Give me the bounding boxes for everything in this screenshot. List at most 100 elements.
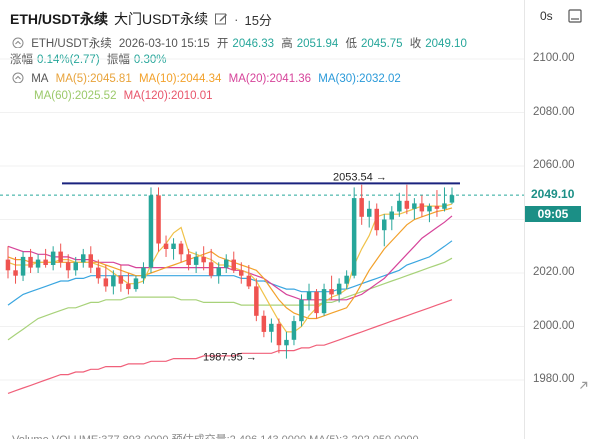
symbol-title[interactable]: ETH/USDT永续 [10,11,108,27]
candle-body [382,219,387,231]
candle-body [186,254,191,265]
candle-body [65,262,71,271]
candle-body [389,211,394,220]
candle-body [224,259,229,268]
candle-body [58,251,63,263]
low-value: 2045.75 [360,38,403,50]
candle-body [50,251,56,265]
candle-body [96,267,101,279]
low-label: 低 [345,38,357,50]
ma20-value: MA(20):2041.36 [228,73,312,85]
ohlc-datetime: 2026-03-10 15:15 [118,38,210,50]
candle-body [449,195,455,203]
change-label: 涨幅 [10,54,33,66]
candle-body [141,267,146,279]
ma30-line [7,240,453,306]
high-value: 2051.94 [296,38,339,50]
candle-body [163,243,169,249]
candle-body [148,195,154,268]
candle-body [171,243,176,249]
separator-dot: · [234,11,239,27]
candle-body [299,299,304,322]
candle-body [321,289,327,314]
candle-body [434,206,440,209]
candle-body [118,275,124,284]
price-tick-label: 2020.00 [533,266,575,278]
change-row: 涨幅 0.14%(2.77) 振幅 0.30% [10,51,170,67]
candle-body [111,275,116,287]
ma-row-2: MA(60):2025.52 MA(120):2010.01 [34,90,217,102]
interval-selector[interactable]: 15分 [244,12,272,28]
candle-body [103,278,109,287]
ma120-line [7,299,453,394]
candle-body [133,278,139,290]
candle-body [367,208,372,217]
fullscreen-icon[interactable] [568,9,582,23]
candle-body [254,286,259,316]
ma60-value: MA(60):2025.52 [34,90,117,102]
candle-body [178,243,184,255]
candle-body [412,203,417,209]
ma10-value: MA(10):2044.34 [138,73,222,85]
ma5-value: MA(5):2045.81 [55,73,132,85]
close-value: 2049.10 [425,38,467,50]
candle-body [329,289,334,295]
candle-body [427,206,432,212]
open-label: 开 [216,38,229,50]
amplitude-value: 0.30% [133,54,167,66]
candle-body [397,200,402,212]
candle-body [404,200,410,209]
high-annotation: 2053.54 → [333,171,387,183]
amplitude-label: 振幅 [106,54,130,66]
exchange-title: 大门USDT永续 [114,11,209,27]
candle-body [291,321,297,340]
close-label: 收 [409,38,422,50]
candle-body [20,256,26,276]
candle-body [193,256,199,265]
candle-body [5,259,11,271]
candle-body [156,195,161,244]
ma-label: MA [31,73,49,85]
candle-body [88,254,93,268]
candle-body [43,259,48,265]
low-annotation: 1987.95 → [203,352,257,364]
candle-body [261,315,267,332]
candle-body [374,208,379,231]
candle-body [239,270,244,276]
price-tick-label: 2000.00 [533,319,575,332]
candle-body [208,262,214,276]
candle-body [28,256,33,268]
candle-body [359,198,364,217]
ma60-line [7,257,453,341]
ohlc-row: ETH/USDT永续 2026-03-10 15:15 开 2046.33 高 20… [12,35,471,51]
latency-text: 0s [540,9,553,23]
ma120-value: MA(120):2010.01 [123,90,213,102]
candlestick-chart[interactable]: 2053.54 → 1987.95 → [0,0,524,439]
candle-body [344,275,349,284]
candle-body [442,203,447,209]
scroll-arrow-icon[interactable] [577,378,591,392]
title-row: ETH/USDT永续 大门USDT永续 · 15分 [10,9,272,29]
price-tick-label: 1980.00 [533,373,575,385]
candle-body [314,291,319,314]
candle-body [73,262,78,271]
candle-body [231,259,236,271]
current-price-label: 2049.10 [525,186,594,202]
price-axis[interactable]: 2100.002080.002060.002040.002020.002000.… [524,0,594,439]
price-tick-label: 2080.00 [533,105,575,118]
candle-body [269,323,274,332]
high-label: 高 [281,38,293,50]
candle-body [276,323,282,346]
candle-body [419,203,425,212]
edit-icon[interactable] [214,12,228,26]
ma30-value: MA(30):2032.02 [318,73,401,85]
candle-body [246,275,252,287]
volume-summary: Volume VOLUME:377,893.0000 预估成交量:2,496,1… [12,431,419,439]
price-tick-label: 2060.00 [533,159,575,171]
candle-body [284,339,289,346]
candle-body [35,259,41,268]
candle-body [81,254,86,263]
change-value: 0.14%(2.77) [37,54,100,66]
candle-body [336,283,342,295]
